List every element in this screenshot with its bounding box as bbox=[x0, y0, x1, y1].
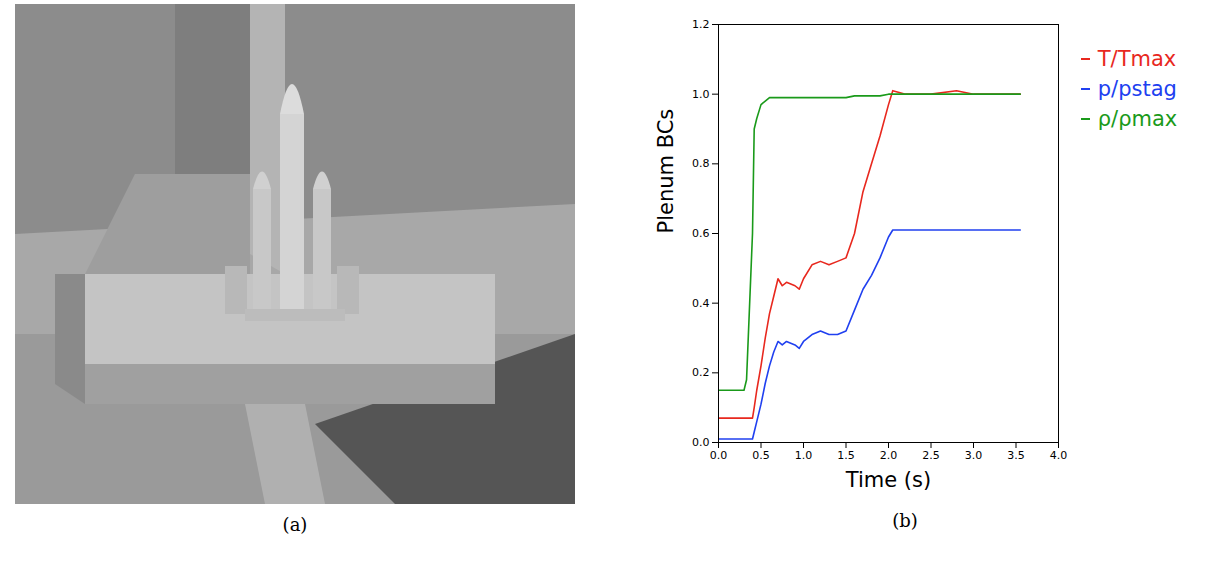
svg-text:1.2: 1.2 bbox=[692, 18, 710, 31]
svg-text:3.0: 3.0 bbox=[965, 449, 983, 462]
html-text:(b): (b) bbox=[892, 510, 918, 531]
svg-text:0.5: 0.5 bbox=[752, 449, 770, 462]
svg-text:1.0: 1.0 bbox=[795, 449, 813, 462]
svg-text:0.0: 0.0 bbox=[692, 436, 710, 449]
svg-text:0.6: 0.6 bbox=[692, 227, 710, 240]
svg-text:1.0: 1.0 bbox=[692, 88, 710, 101]
html-text:(a): (a) bbox=[282, 514, 308, 535]
svg-text:3.5: 3.5 bbox=[1007, 449, 1025, 462]
svg-text:1.5: 1.5 bbox=[837, 449, 855, 462]
svg-text:2.5: 2.5 bbox=[922, 449, 940, 462]
svg-text:Plenum BCs: Plenum BCs bbox=[654, 109, 678, 234]
svg-text:0.8: 0.8 bbox=[692, 157, 710, 170]
html-text:p/pstag: p/pstag bbox=[1097, 77, 1177, 101]
html-text:T/Tmax: T/Tmax bbox=[1097, 47, 1177, 71]
html-text:ρ/ρmax: ρ/ρmax bbox=[1097, 107, 1178, 131]
svg-text:0.4: 0.4 bbox=[692, 297, 710, 310]
svg-text:4.0: 4.0 bbox=[1050, 449, 1068, 462]
svg-text:0.0: 0.0 bbox=[710, 449, 728, 462]
svg-text:0.2: 0.2 bbox=[692, 366, 710, 379]
svg-text:2.0: 2.0 bbox=[880, 449, 898, 462]
svg-text:Time (s): Time (s) bbox=[845, 468, 931, 492]
